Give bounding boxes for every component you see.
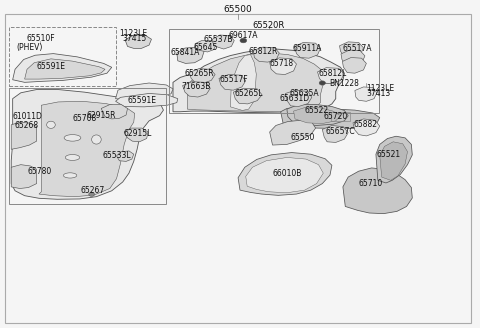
- Text: BN1228: BN1228: [329, 78, 360, 88]
- Polygon shape: [117, 151, 134, 161]
- Polygon shape: [116, 93, 178, 107]
- Text: 65522: 65522: [305, 106, 329, 115]
- Text: 65657C: 65657C: [325, 127, 355, 136]
- Text: (PHEV): (PHEV): [16, 43, 42, 52]
- Text: 65268: 65268: [15, 121, 39, 130]
- Text: 65520R: 65520R: [252, 21, 285, 30]
- Text: 65265L: 65265L: [234, 89, 263, 98]
- Text: 65537B: 65537B: [204, 35, 233, 44]
- Ellipse shape: [64, 134, 81, 141]
- Text: 65911A: 65911A: [293, 44, 322, 52]
- Polygon shape: [270, 58, 297, 74]
- Bar: [169, 30, 379, 113]
- Text: 65500: 65500: [223, 5, 252, 14]
- Polygon shape: [380, 142, 408, 180]
- Text: 65720: 65720: [324, 113, 348, 121]
- Text: 65780: 65780: [28, 167, 52, 176]
- Text: 65550: 65550: [290, 133, 314, 142]
- Polygon shape: [116, 83, 173, 100]
- Polygon shape: [182, 82, 210, 97]
- Polygon shape: [341, 50, 365, 66]
- Polygon shape: [294, 107, 340, 124]
- Ellipse shape: [65, 154, 80, 160]
- Polygon shape: [233, 88, 262, 104]
- Polygon shape: [355, 87, 377, 101]
- Polygon shape: [238, 153, 332, 195]
- Ellipse shape: [63, 173, 77, 178]
- Text: 65718: 65718: [270, 59, 294, 68]
- Ellipse shape: [319, 81, 325, 85]
- Text: 65841A: 65841A: [170, 49, 200, 57]
- Text: 69617A: 69617A: [228, 31, 258, 40]
- Text: 65517A: 65517A: [343, 44, 372, 52]
- Bar: [9, 88, 166, 204]
- Polygon shape: [230, 54, 256, 111]
- Ellipse shape: [47, 121, 55, 128]
- Polygon shape: [173, 49, 344, 113]
- Polygon shape: [195, 41, 216, 52]
- Polygon shape: [353, 119, 380, 136]
- Polygon shape: [270, 120, 316, 145]
- Text: 65882: 65882: [354, 120, 378, 129]
- Polygon shape: [101, 105, 128, 119]
- Polygon shape: [125, 35, 152, 48]
- Text: 65645: 65645: [193, 43, 218, 51]
- Text: 37413: 37413: [366, 89, 391, 98]
- Polygon shape: [124, 128, 148, 142]
- Text: 65812L: 65812L: [318, 69, 347, 78]
- Text: 65591E: 65591E: [36, 63, 65, 72]
- Text: 65265R: 65265R: [185, 69, 215, 78]
- Ellipse shape: [92, 135, 101, 144]
- Polygon shape: [11, 122, 36, 149]
- Text: 65708: 65708: [72, 114, 96, 123]
- Polygon shape: [39, 101, 135, 197]
- Text: 65533L: 65533L: [103, 151, 132, 160]
- Text: 65635A: 65635A: [289, 89, 319, 98]
- Polygon shape: [11, 165, 36, 189]
- Polygon shape: [253, 47, 279, 62]
- Text: 65812R: 65812R: [249, 48, 278, 56]
- Polygon shape: [24, 59, 105, 79]
- Ellipse shape: [89, 193, 95, 196]
- Polygon shape: [295, 43, 321, 58]
- Polygon shape: [12, 53, 112, 82]
- Text: 65710: 65710: [359, 179, 383, 188]
- Text: 65517F: 65517F: [220, 75, 249, 84]
- Bar: [331, 112, 350, 121]
- Text: 37415: 37415: [122, 34, 146, 43]
- Text: 1123LE: 1123LE: [366, 84, 395, 93]
- Text: 65510F: 65510F: [26, 34, 55, 43]
- Text: 65521: 65521: [376, 150, 400, 159]
- Polygon shape: [318, 68, 344, 84]
- Polygon shape: [177, 47, 204, 63]
- Text: 65591E: 65591E: [127, 96, 156, 106]
- Text: 65267: 65267: [81, 186, 105, 195]
- Polygon shape: [187, 53, 325, 112]
- Text: 62915R: 62915R: [86, 111, 116, 119]
- Polygon shape: [286, 90, 312, 107]
- Text: 61011D: 61011D: [12, 113, 42, 121]
- Text: 62915L: 62915L: [124, 129, 152, 138]
- Polygon shape: [212, 35, 234, 49]
- Text: 71663B: 71663B: [181, 82, 211, 92]
- Polygon shape: [189, 69, 215, 83]
- Polygon shape: [281, 107, 380, 129]
- Polygon shape: [343, 168, 412, 214]
- Polygon shape: [246, 157, 323, 193]
- Text: 65631D: 65631D: [279, 94, 309, 103]
- Bar: [9, 27, 116, 86]
- Polygon shape: [342, 57, 366, 73]
- Text: 66010B: 66010B: [272, 169, 301, 178]
- Polygon shape: [219, 74, 246, 90]
- Ellipse shape: [240, 38, 247, 43]
- Polygon shape: [376, 136, 412, 183]
- Polygon shape: [323, 125, 348, 142]
- Text: 1123LE: 1123LE: [120, 29, 147, 38]
- Polygon shape: [339, 42, 363, 57]
- Polygon shape: [11, 90, 163, 199]
- Polygon shape: [287, 105, 348, 125]
